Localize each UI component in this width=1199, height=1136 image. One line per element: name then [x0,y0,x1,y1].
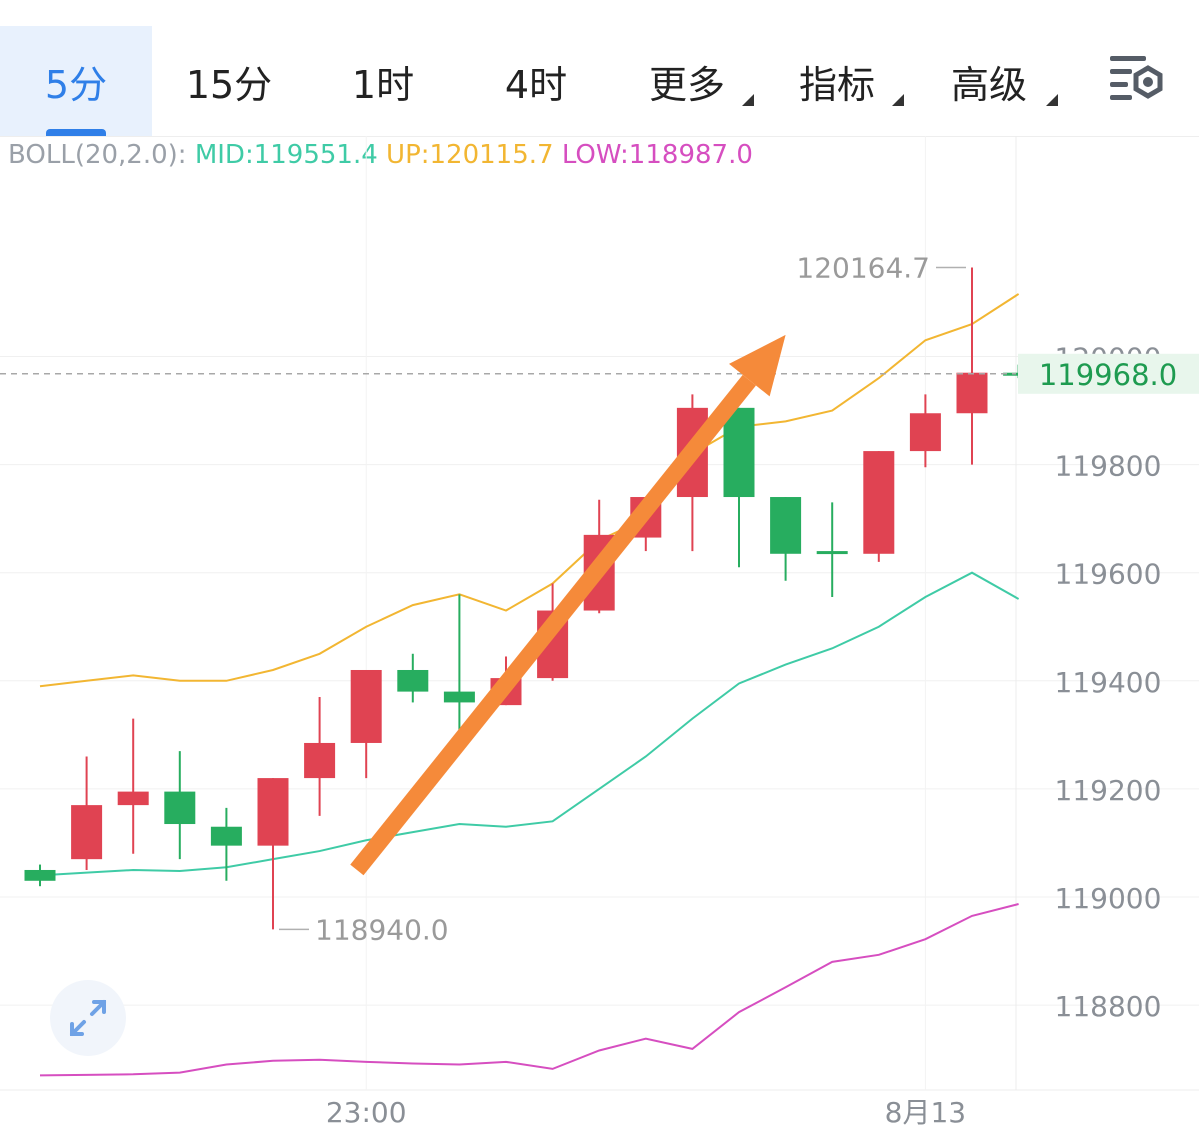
candle [304,697,336,816]
current-price-tag [1018,353,1199,394]
timeframe-toolbar: 5分 15分 1时 4时 更多 指标 高级 [0,0,1199,137]
tab-5min-label: 5分 [44,62,108,107]
max-price-label: 120164.7 [796,251,930,284]
tab-more[interactable]: 更多 [612,26,762,136]
boll-mid-line [39,571,1020,877]
candle [956,267,988,465]
candle [24,864,56,887]
boll-legend-name: BOLL(20,2.0): [8,140,187,170]
current-price-label: 119968.0 [1039,358,1177,392]
candle-body [71,805,103,860]
tab-more-label: 更多 [648,62,725,107]
trend-arrow-shaft [350,374,756,876]
boll-lower-line [39,903,1019,1077]
candle [350,669,382,779]
tab-advanced-label: 高级 [950,62,1027,107]
boll-legend-mid: MID:119551.4 [194,140,378,170]
candle-body [443,691,475,703]
candle [909,394,941,468]
candle-body [397,669,429,692]
candlestick-chart[interactable]: 1200001198001196001194001192001190001188… [0,136,1199,1136]
expand-icon [70,1000,106,1036]
candle-body [164,791,196,825]
candle-body [909,413,941,452]
trend-arrow-head [729,334,786,397]
candle-body [117,791,149,806]
candle-body [210,826,242,846]
candle [816,502,848,598]
x-tick-label: 23:00 [326,1096,407,1129]
dropdown-triangle-icon [742,94,754,106]
chart-settings-button[interactable] [1100,52,1166,112]
candle [863,451,895,562]
boll-upper-line [39,293,1020,688]
min-price-label: 118940.0 [315,913,449,946]
tab-indicators[interactable]: 指标 [762,26,912,136]
tab-15min[interactable]: 15分 [152,26,306,136]
y-tick-label: 119800 [1055,450,1162,483]
candle [164,751,196,860]
candle-body [723,407,755,498]
candle-body [304,742,336,779]
candle [723,407,755,568]
boll-legend: BOLL(20,2.0): MID:119551.4 UP:120115.7 L… [8,140,753,170]
y-tick-label: 119400 [1055,666,1162,699]
candle [397,653,429,703]
tab-15min-label: 15分 [185,62,273,107]
candle-body [770,497,802,554]
candle-body [816,551,848,555]
y-tick-label: 119000 [1055,882,1162,915]
candle-body [350,669,382,743]
dropdown-triangle-icon [892,94,904,106]
candle-body [24,869,56,881]
boll-legend-up: UP:120115.7 [386,140,554,170]
tab-indicators-label: 指标 [798,62,875,107]
tab-advanced[interactable]: 高级 [912,26,1066,136]
x-tick-label: 8月13 [885,1096,966,1129]
candle [257,778,289,930]
tab-1hour[interactable]: 1时 [306,26,460,136]
tab-4hour-label: 4时 [504,62,568,107]
boll-legend-low: LOW:118987.0 [561,140,753,170]
candle-body [956,372,988,414]
expand-button[interactable] [50,980,126,1056]
candle-body [863,451,895,554]
tab-5min[interactable]: 5分 [0,26,152,136]
y-tick-label: 119200 [1055,774,1162,807]
candle [770,497,802,581]
y-tick-label: 119600 [1055,558,1162,591]
candle [443,594,475,752]
dropdown-triangle-icon [1046,94,1058,106]
y-tick-label: 118800 [1055,990,1162,1023]
candle [210,807,242,881]
candle [71,756,103,870]
active-tab-indicator [46,129,106,136]
chart-settings-icon [1110,56,1163,100]
tab-4hour[interactable]: 4时 [460,26,612,136]
candle-body [257,778,289,846]
tab-1hour-label: 1时 [351,62,415,107]
candle [117,718,149,854]
